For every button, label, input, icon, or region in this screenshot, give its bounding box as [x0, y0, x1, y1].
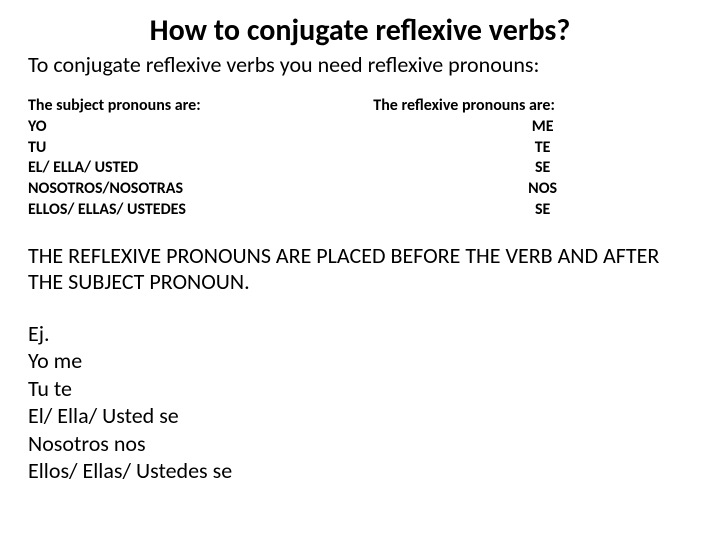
pronoun-columns: The subject pronouns are: YO TU EL/ ELLA… — [28, 96, 692, 221]
placement-rule: THE REFLEXIVE PRONOUNS ARE PLACED BEFORE… — [28, 243, 692, 296]
subject-pronoun-item: NOSOTROS/NOSOTRAS — [28, 179, 373, 200]
examples-label: Ej. — [28, 320, 692, 348]
subject-pronoun-item: YO — [28, 117, 373, 138]
example-item: Ellos/ Ellas/ Ustedes se — [28, 457, 692, 485]
subject-pronouns-header: The subject pronouns are: — [28, 96, 373, 117]
subject-pronoun-item: TU — [28, 138, 373, 159]
reflexive-pronouns-column: The reflexive pronouns are: ME TE SE NOS… — [373, 96, 692, 221]
reflexive-pronoun-item: SE — [373, 200, 692, 221]
example-item: El/ Ella/ Usted se — [28, 402, 692, 430]
page-title: How to conjugate reflexive verbs? — [28, 12, 692, 49]
example-item: Yo me — [28, 347, 692, 375]
reflexive-pronouns-header: The reflexive pronouns are: — [373, 96, 692, 117]
subtitle: To conjugate reflexive verbs you need re… — [28, 51, 692, 78]
reflexive-pronoun-item: SE — [373, 158, 692, 179]
subject-pronoun-item: ELLOS/ ELLAS/ USTEDES — [28, 200, 373, 221]
reflexive-pronoun-item: ME — [373, 117, 692, 138]
reflexive-pronoun-item: TE — [373, 138, 692, 159]
example-item: Tu te — [28, 375, 692, 403]
subject-pronouns-column: The subject pronouns are: YO TU EL/ ELLA… — [28, 96, 373, 221]
examples-block: Ej. Yo me Tu te El/ Ella/ Usted se Nosot… — [28, 320, 692, 485]
subject-pronoun-item: EL/ ELLA/ USTED — [28, 158, 373, 179]
example-item: Nosotros nos — [28, 430, 692, 458]
reflexive-pronoun-item: NOS — [373, 179, 692, 200]
